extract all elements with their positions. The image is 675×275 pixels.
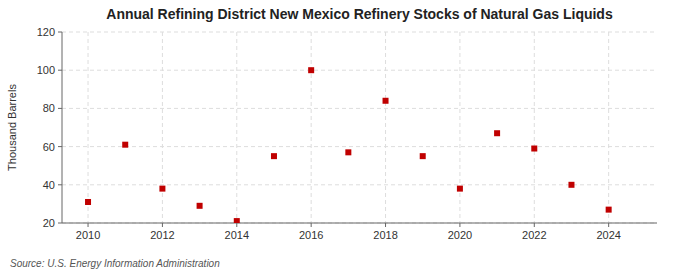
x-grid-line bbox=[385, 32, 386, 223]
point bbox=[568, 182, 574, 188]
y-tick-label: 80 bbox=[43, 102, 55, 114]
point bbox=[420, 153, 426, 159]
y-grid-line bbox=[62, 223, 657, 224]
title: Annual Refining District New Mexico Refi… bbox=[106, 6, 613, 22]
x-tick-label: 2024 bbox=[596, 229, 620, 241]
x-tick bbox=[236, 223, 237, 227]
point bbox=[271, 153, 277, 159]
x-tick-label: 2022 bbox=[522, 229, 546, 241]
y-grid-line bbox=[62, 108, 657, 109]
point bbox=[494, 130, 500, 136]
source-note: Source: U.S. Energy Information Administ… bbox=[10, 258, 220, 269]
x-tick bbox=[459, 223, 460, 227]
y-tick bbox=[58, 146, 62, 147]
point bbox=[122, 142, 128, 148]
point bbox=[234, 218, 240, 223]
x-tick bbox=[162, 223, 163, 227]
x-tick bbox=[608, 223, 609, 227]
y-tick-label: 100 bbox=[37, 64, 55, 76]
y-tick-label: 120 bbox=[37, 26, 55, 38]
x-tick-label: 2014 bbox=[225, 229, 249, 241]
y-grid-line bbox=[62, 146, 657, 147]
x-tick bbox=[88, 223, 89, 227]
x-tick-label: 2016 bbox=[299, 229, 323, 241]
axes: 2010 2012 2014 2016 2018 2020 2022 2024 20 40 60 80… bbox=[37, 26, 657, 241]
point bbox=[531, 146, 537, 152]
y-grid-line bbox=[62, 184, 657, 185]
x-tick-label: 2018 bbox=[373, 229, 397, 241]
point bbox=[457, 186, 463, 192]
x-grid-line bbox=[459, 32, 460, 223]
point bbox=[197, 203, 203, 209]
y-grid-line bbox=[62, 32, 657, 33]
y-tick bbox=[58, 70, 62, 71]
x-grid-line bbox=[88, 32, 89, 223]
y-axis-label: Thousand Barrels bbox=[6, 84, 18, 171]
point bbox=[159, 186, 165, 192]
x-grid-line bbox=[311, 32, 312, 223]
x-tick bbox=[385, 223, 386, 227]
y-tick-label: 40 bbox=[43, 179, 55, 191]
point bbox=[606, 207, 612, 213]
x-grid-line bbox=[608, 32, 609, 223]
y-tick bbox=[58, 108, 62, 109]
y-axis-line bbox=[62, 32, 63, 223]
x-tick-label: 2010 bbox=[76, 229, 100, 241]
y-tick bbox=[58, 223, 62, 224]
point bbox=[308, 67, 314, 73]
y-tick bbox=[58, 184, 62, 185]
x-grid-line bbox=[162, 32, 163, 223]
x-grid-line bbox=[534, 32, 535, 223]
x-tick bbox=[534, 223, 535, 227]
chart: 2010 2012 2014 2016 2018 2020 2022 2024 20 40 60 80… bbox=[0, 0, 675, 275]
grid bbox=[62, 32, 657, 223]
x-tick-label: 2012 bbox=[150, 229, 174, 241]
x-grid-line bbox=[236, 32, 237, 223]
y-tick bbox=[58, 32, 62, 33]
x-tick-label: 2020 bbox=[448, 229, 472, 241]
points bbox=[85, 67, 612, 223]
y-tick-label: 20 bbox=[43, 217, 55, 229]
point bbox=[383, 98, 389, 104]
y-grid-line bbox=[62, 70, 657, 71]
y-tick-label: 60 bbox=[43, 141, 55, 153]
x-tick bbox=[311, 223, 312, 227]
point bbox=[345, 149, 351, 155]
point bbox=[85, 199, 91, 205]
x-axis-line bbox=[62, 223, 657, 224]
